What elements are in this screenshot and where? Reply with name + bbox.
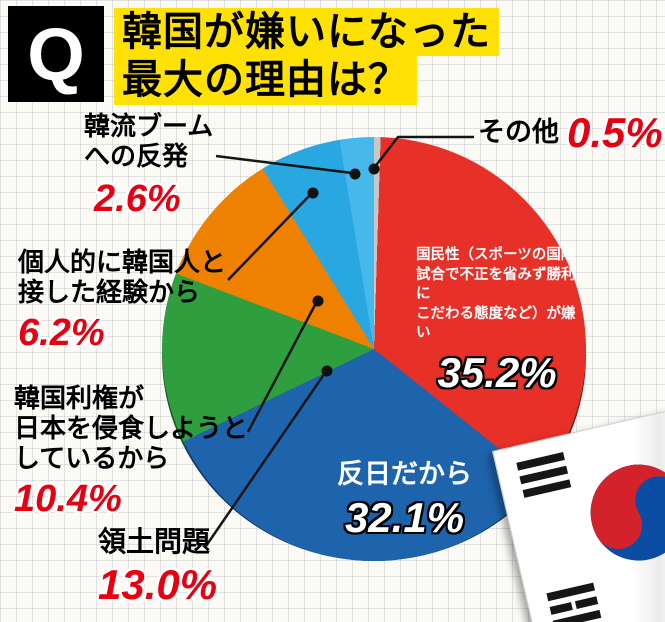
label-kojinteki: 個人的に韓国人と 接した経験から 6.2%: [18, 247, 227, 354]
title-line-2: 最大の理由は？: [114, 56, 417, 105]
label-hanryu-line1: 韓流ブーム: [84, 111, 214, 141]
south-korea-flag: [492, 394, 665, 622]
label-hannichi: 反日だから 32.1%: [322, 452, 487, 539]
label-sonota-pct: 0.5%: [567, 109, 663, 156]
label-riken-line1: 韓国利権が: [14, 383, 145, 413]
label-hannichi-text: 反日だから: [337, 459, 472, 489]
south-korea-flag-graphic: [516, 452, 665, 622]
label-ryodo-pct: 13.0%: [98, 561, 218, 609]
title-line-1: 韓国が嫌いになった: [114, 8, 499, 57]
q-badge: Q: [8, 6, 104, 102]
label-riken-line3: しているから: [14, 442, 170, 473]
label-kokuminsei-pct: 35.2%: [437, 348, 557, 396]
label-hanryu-pct: 2.6%: [94, 177, 181, 220]
taegeuk-icon: [590, 464, 665, 561]
label-kokuminsei-line3: こだわる態度など）が嫌い: [416, 305, 576, 342]
label-hannichi-pct: 32.1%: [344, 494, 465, 541]
label-ryodo-line1: 領土問題: [98, 526, 211, 557]
trigram-geon-icon: [516, 452, 572, 498]
label-riken: 韓国利権が 日本を侵食しようと しているから 10.4%: [14, 383, 249, 520]
label-ryodo: 領土問題 13.0%: [98, 526, 217, 606]
label-kojinteki-pct: 6.2%: [18, 311, 105, 354]
trigram-ri-icon: [546, 582, 602, 622]
label-kojinteki-line1: 個人的に韓国人と: [18, 247, 227, 277]
label-riken-pct: 10.4%: [14, 477, 122, 520]
label-sonota: その他 0.5%: [478, 112, 663, 154]
label-riken-line2: 日本を侵食しようと: [14, 412, 249, 443]
label-kokuminsei: 国民性（スポーツの国際 試合で不正を省みず勝利に こだわる態度など）が嫌い 35…: [416, 246, 578, 394]
label-hanryu-line2: への反発: [84, 140, 189, 171]
page-title: 韓国が嫌いになった 最大の理由は？: [114, 8, 499, 105]
label-kojinteki-line2: 接した経験から: [18, 276, 201, 307]
label-sonota-text: その他: [478, 117, 559, 148]
label-hanryu: 韓流ブーム への反発 2.6%: [84, 111, 214, 220]
label-kokuminsei-line2: 試合で不正を省みず勝利に: [416, 266, 576, 303]
label-kokuminsei-line1: 国民性（スポーツの国際: [416, 247, 576, 263]
